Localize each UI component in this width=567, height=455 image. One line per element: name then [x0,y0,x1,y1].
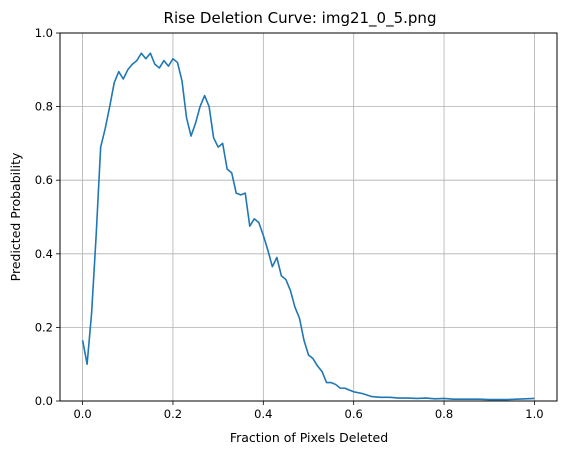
y-tick-label: 0.2 [35,320,53,334]
y-axis-label: Predicted Probability [8,152,23,281]
axis-ticks: 0.0 0.2 0.4 0.6 0.8 1.0 0.0 0.2 0.4 0.6 0.8 1.0 [35,26,544,421]
x-tick-label: 0.6 [345,407,363,421]
x-tick-label: 0.4 [254,407,272,421]
y-tick-label: 1.0 [35,26,53,40]
x-tick-label: 0.0 [73,407,91,421]
y-tick-label: 0.4 [35,247,53,261]
chart-title: Rise Deletion Curve: img21_0_5.png [164,9,437,28]
series-layer [83,53,535,399]
grid-lines [60,33,557,401]
deletion-curve-line [83,53,535,399]
y-tick-label: 0.6 [35,173,53,187]
y-tick-label: 0.0 [35,394,53,408]
x-tick-label: 1.0 [525,407,543,421]
plot-frame [60,33,557,401]
y-tick-label: 0.8 [35,100,53,114]
x-tick-label: 0.2 [164,407,182,421]
x-tick-label: 0.8 [435,407,453,421]
x-axis-label: Fraction of Pixels Deleted [230,430,388,445]
